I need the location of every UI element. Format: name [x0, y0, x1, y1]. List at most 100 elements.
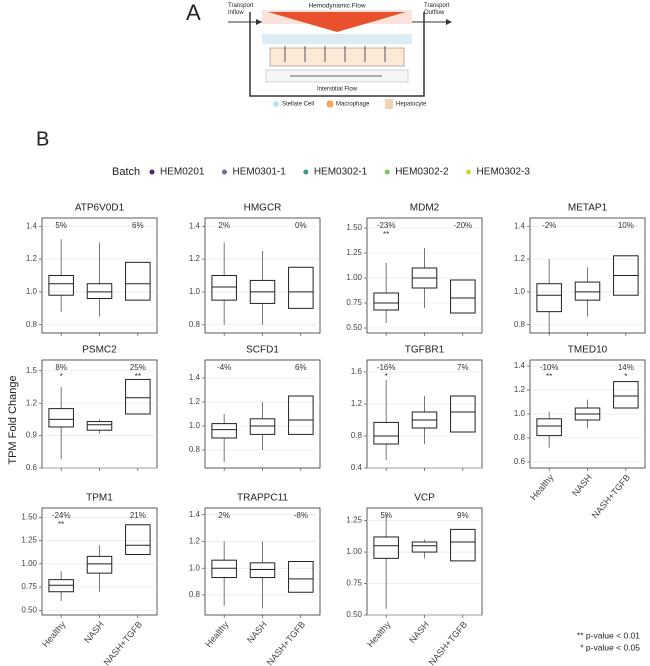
y-tick-label: 1.2 — [351, 399, 363, 408]
panel-label: B — [36, 128, 49, 150]
cell-label: Stellate Cell — [282, 102, 314, 108]
panel-title: TPM1 — [86, 493, 113, 504]
box — [450, 279, 476, 314]
y-tick-label: 1.2 — [189, 537, 201, 546]
y-tick-label: 0.8 — [351, 431, 363, 440]
inflow-label: Transport Inflow — [228, 3, 254, 16]
box — [86, 555, 113, 574]
x-tick-label: NASH — [570, 472, 594, 498]
panel-title: PSMC2 — [82, 345, 117, 356]
annotation: -20% — [453, 221, 472, 230]
cell-label: Macrophage — [336, 102, 370, 108]
outflow-label: Transport Outflow — [424, 3, 450, 16]
y-tick-label: 1.0 — [514, 409, 526, 418]
box — [249, 418, 276, 435]
y-tick-label: 0.50 — [346, 610, 362, 619]
annotation: -16% — [377, 363, 396, 372]
legend-marker — [303, 169, 309, 175]
y-tick-label: 1.50 — [346, 223, 362, 232]
box — [86, 283, 113, 300]
plot-area — [366, 507, 483, 616]
flow-label: Hemodynamic Flow — [308, 3, 365, 10]
y-tick-label: 1.2 — [514, 254, 526, 263]
footnote: * p-value < 0.05 — [580, 642, 640, 652]
y-tick-label: 1.4 — [189, 373, 201, 382]
y-tick-label: 0.6 — [26, 463, 38, 472]
y-tick-label: 1.6 — [351, 367, 363, 376]
box — [211, 423, 237, 439]
box — [373, 536, 399, 559]
box — [373, 292, 399, 311]
box — [48, 275, 74, 296]
panel-label: A — [186, 0, 201, 25]
box — [288, 395, 314, 435]
flow-label: Interstitial Flow — [317, 87, 358, 93]
cell-label: Hepatocyte — [396, 102, 427, 108]
box — [450, 395, 476, 433]
box — [574, 281, 601, 301]
annotation: -24% — [52, 511, 71, 520]
annotation: 6% — [132, 221, 144, 230]
significance: * — [624, 372, 627, 381]
box — [211, 559, 237, 579]
significance: ** — [383, 230, 389, 239]
y-tick-label: 1.25 — [21, 536, 37, 545]
annotation: 5% — [380, 511, 392, 520]
annotation: 2% — [218, 221, 230, 230]
box — [288, 561, 314, 593]
legend-marker — [221, 169, 227, 175]
annotation: 25% — [130, 363, 146, 372]
annotation: 7% — [457, 363, 469, 372]
annotation: -10% — [540, 363, 559, 372]
x-tick-label: NASH — [82, 619, 106, 645]
panel-title: HMGCR — [244, 203, 282, 214]
cell-layer — [262, 34, 412, 44]
box — [125, 261, 151, 301]
x-tick-label: NASH — [245, 619, 269, 645]
annotation: 5% — [55, 221, 67, 230]
panel-title: TRAPPC11 — [237, 493, 288, 504]
box — [411, 541, 438, 553]
annotation: -23% — [377, 221, 396, 230]
box — [125, 378, 151, 415]
box — [613, 381, 639, 409]
panel-title: TGFBR1 — [405, 345, 445, 356]
box — [373, 421, 399, 445]
annotation: 0% — [295, 221, 307, 230]
box — [86, 421, 113, 431]
y-tick-label: 1.0 — [189, 421, 201, 430]
annotation: 2% — [218, 511, 230, 520]
footnote: ** p-value < 0.01 — [577, 630, 640, 640]
x-tick-label: NASH+TGFB — [590, 472, 633, 520]
significance: ** — [546, 372, 552, 381]
y-tick-label: 0.4 — [351, 463, 363, 472]
annotation: -8% — [294, 511, 308, 520]
x-tick-label: Healthy — [203, 619, 231, 649]
y-tick-label: 1.2 — [26, 398, 38, 407]
box — [48, 408, 74, 428]
significance: ** — [58, 520, 64, 529]
legend-label: HEM0302-1 — [314, 167, 368, 178]
annotation: 9% — [457, 511, 469, 520]
y-tick-label: 1.0 — [26, 287, 38, 296]
annotation: 8% — [55, 363, 67, 372]
annotation: 21% — [130, 511, 146, 520]
y-tick-label: 0.75 — [346, 298, 362, 307]
panel-title: METAP1 — [568, 203, 608, 214]
legend-label: HEM0301-1 — [232, 167, 286, 178]
y-axis-label: TPM Fold Change — [7, 375, 19, 464]
x-tick-label: Healthy — [40, 619, 68, 649]
y-tick-label: 1.4 — [514, 221, 526, 230]
y-tick-label: 0.9 — [26, 431, 38, 440]
y-tick-label: 0.50 — [346, 323, 362, 332]
y-tick-label: 1.4 — [189, 510, 201, 519]
y-tick-label: 0.75 — [346, 579, 362, 588]
annotation: 14% — [618, 363, 634, 372]
y-tick-label: 0.8 — [26, 320, 38, 329]
y-tick-label: 1.4 — [189, 221, 201, 230]
box — [125, 524, 151, 556]
y-tick-label: 0.8 — [189, 445, 201, 454]
device-diagram — [228, 10, 452, 109]
panel-title: VCP — [414, 493, 435, 504]
legend-marker — [149, 169, 155, 175]
